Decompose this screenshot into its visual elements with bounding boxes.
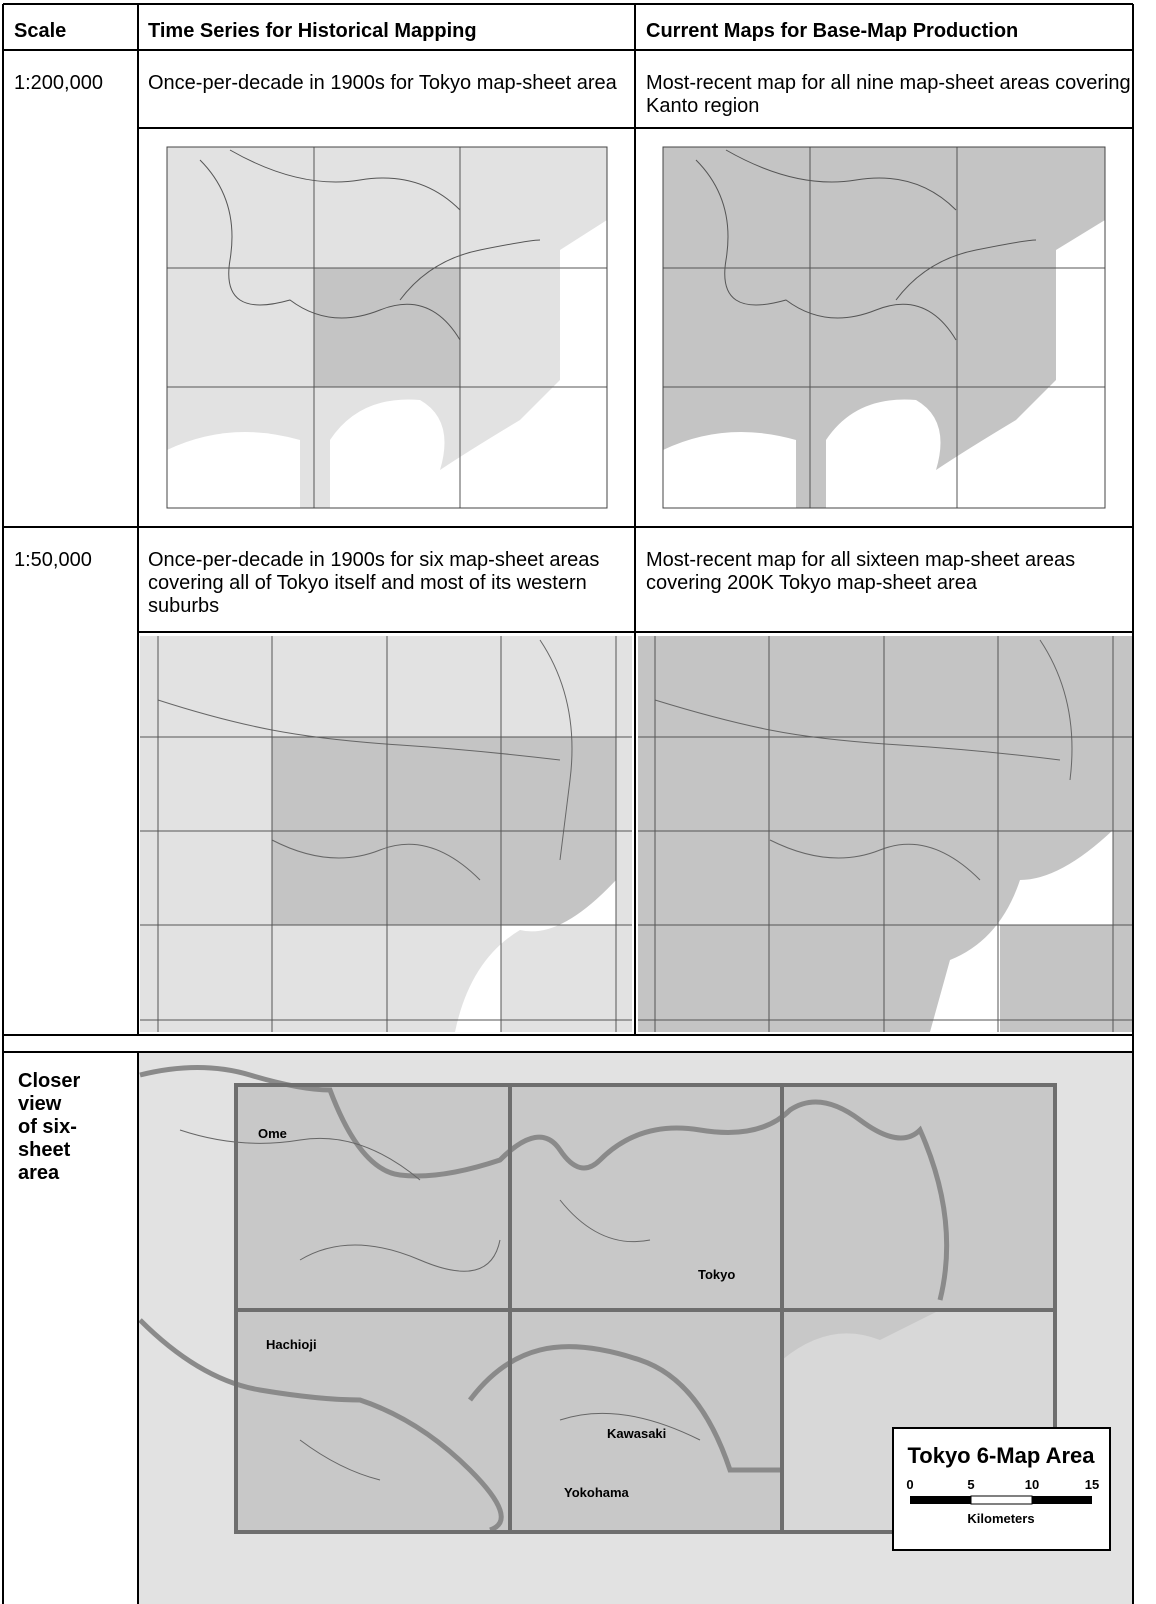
scale-cell: 1:200,000	[14, 72, 103, 95]
map-200k-historical	[167, 147, 607, 508]
scale-label: 10	[1025, 1477, 1039, 1492]
scale-unit: Kilometers	[967, 1511, 1034, 1526]
cell-text: Most-recent map for all nine map-sheet a…	[646, 72, 1131, 118]
map-200k-current	[663, 147, 1105, 508]
scale-cell: 1:50,000	[14, 549, 92, 572]
figure: Ome Tokyo Hachioji Kawasaki Yokohama Tok…	[0, 0, 1156, 1604]
place-label: Tokyo	[698, 1267, 735, 1282]
place-label: Yokohama	[564, 1485, 630, 1500]
cell-text: Once-per-decade in 1900s for six map-she…	[148, 549, 633, 618]
map-50k-current	[638, 636, 1132, 1032]
page: Ome Tokyo Hachioji Kawasaki Yokohama Tok…	[0, 0, 1156, 1604]
closer-label: Closer view of six-sheet area	[18, 1070, 84, 1185]
closer-map: Ome Tokyo Hachioji Kawasaki Yokohama Tok…	[139, 1053, 1133, 1604]
map-50k-historical	[140, 636, 632, 1032]
scale-label: 5	[967, 1477, 974, 1492]
header-cell: Current Maps for Base-Map Production	[646, 20, 1018, 43]
place-label: Kawasaki	[607, 1426, 666, 1441]
scale-label: 0	[906, 1477, 913, 1492]
header-cell: Time Series for Historical Mapping	[148, 20, 477, 43]
header-cell: Scale	[14, 20, 66, 43]
scale-label: 15	[1085, 1477, 1099, 1492]
legend: Tokyo 6-Map Area 0 5 10 15 Kilometers	[893, 1428, 1110, 1550]
cell-text: Once-per-decade in 1900s for Tokyo map-s…	[148, 72, 618, 95]
place-label: Ome	[258, 1126, 287, 1141]
legend-title: Tokyo 6-Map Area	[907, 1443, 1095, 1468]
cell-text: Most-recent map for all sixteen map-shee…	[646, 549, 1121, 595]
place-label: Hachioji	[266, 1337, 317, 1352]
